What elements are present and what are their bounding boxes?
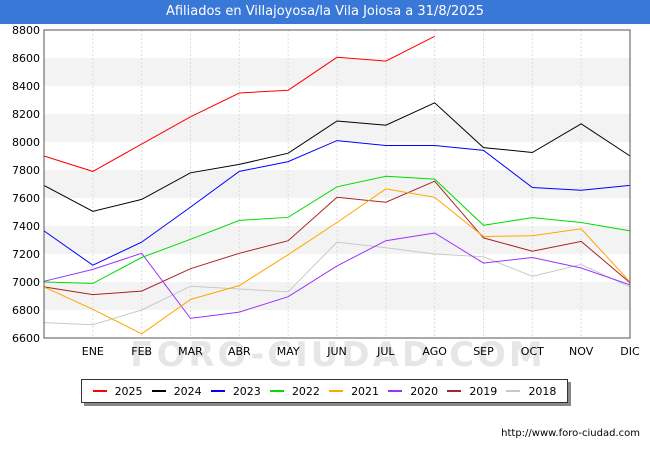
series-line-2023 (43, 140, 631, 266)
y-tick-label: 7800 (12, 164, 40, 177)
y-tick-label: 7400 (12, 220, 40, 233)
x-axis-ticks: ENE FEB MAR ABR MAY JUN JUL AGO SEP OCT NOV DIC (82, 345, 640, 358)
y-axis-ticks: 6600 6800 7000 7200 7400 7600 7800 8000 8200 8400… (12, 24, 40, 345)
legend-swatch (210, 390, 225, 392)
series-line-2018 (43, 241, 631, 326)
legend: 2025 2024 2023 2022 2021 2020 2019 2018 (81, 379, 568, 403)
legend-swatch (447, 390, 462, 392)
chart-title: Afiliados en Villajoyosa/la Vila Joiosa … (0, 0, 650, 24)
legend-label: 2019 (469, 384, 498, 398)
legend-label: 2021 (351, 384, 380, 398)
plot-border (43, 29, 631, 339)
y-tick-label: 8400 (12, 80, 40, 93)
series-line-2024 (43, 102, 631, 212)
x-tick-label: MAR (178, 345, 203, 358)
legend-swatch (388, 390, 403, 392)
series-line-2025 (43, 35, 435, 172)
series-lines (43, 35, 631, 335)
legend-label: 2023 (232, 384, 261, 398)
y-tick-label: 8200 (12, 108, 40, 121)
legend-item-2025: 2025 (92, 384, 143, 398)
x-tick-label: FEB (131, 345, 152, 358)
legend-item-2023: 2023 (210, 384, 261, 398)
legend-label: 2022 (291, 384, 320, 398)
series-line-2019 (43, 180, 631, 296)
source-credit: http://www.foro-ciudad.com (501, 428, 640, 439)
legend-label: 2024 (173, 384, 202, 398)
legend-item-2020: 2020 (388, 385, 438, 398)
y-tick-label: 6800 (12, 304, 40, 317)
y-tick-label: 7200 (12, 248, 40, 261)
legend-swatch (151, 390, 166, 392)
y-tick-label: 8600 (12, 52, 40, 65)
legend-label: 2020 (410, 384, 439, 398)
x-tick-label: DIC (620, 345, 640, 358)
legend-item-2022: 2022 (269, 384, 320, 398)
legend-swatch (506, 390, 521, 392)
y-tick-label: 8000 (12, 136, 40, 149)
legend-item-2018: 2018 (506, 385, 556, 398)
legend-swatch (329, 390, 344, 392)
x-tick-label: NOV (569, 345, 594, 358)
vertical-gridlines (92, 30, 582, 338)
legend-item-2021: 2021 (329, 385, 379, 398)
x-tick-label: SEP (473, 345, 494, 358)
x-tick-label: OCT (521, 345, 544, 358)
series-line-2021 (43, 188, 631, 335)
legend-item-2024: 2024 (151, 384, 202, 398)
y-tick-label: 7000 (12, 276, 40, 289)
legend-label: 2025 (114, 384, 143, 398)
y-tick-label: 7600 (12, 192, 40, 205)
series-line-2022 (43, 175, 631, 284)
x-tick-label: ENE (82, 345, 104, 358)
legend-label: 2018 (528, 384, 557, 398)
y-tick-label: 8800 (12, 24, 40, 37)
x-tick-label: JUL (376, 345, 395, 358)
legend-swatch (92, 390, 107, 392)
legend-swatch (269, 390, 284, 392)
x-tick-label: MAY (277, 345, 300, 358)
y-tick-label: 6600 (12, 332, 40, 345)
series-line-2020 (43, 232, 631, 319)
x-tick-label: AGO (422, 345, 447, 358)
legend-item-2019: 2019 (447, 385, 497, 398)
x-tick-label: JUN (326, 345, 347, 358)
watermark: FORO-CIUDAD.COM (130, 335, 546, 375)
x-tick-label: ABR (228, 345, 251, 358)
